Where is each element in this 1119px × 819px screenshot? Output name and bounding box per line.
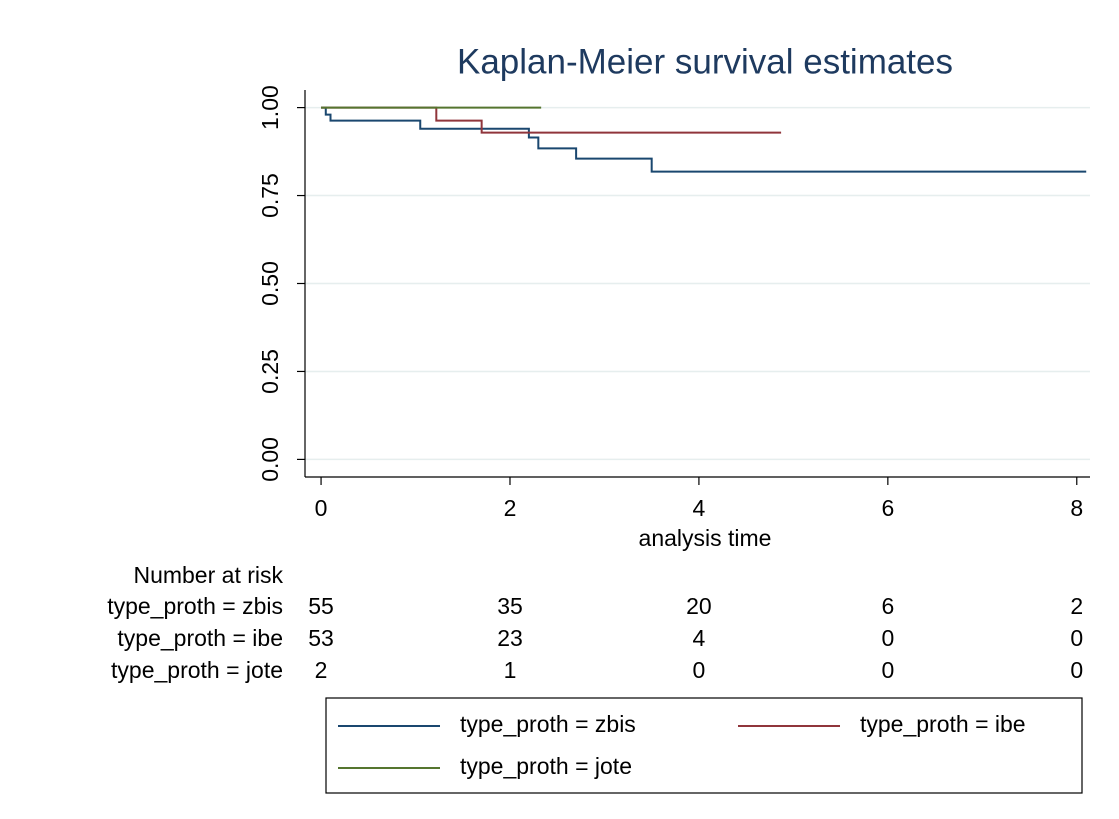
risk-count: 0 <box>1070 625 1083 651</box>
risk-table-title: Number at risk <box>133 562 283 588</box>
risk-count: 20 <box>686 593 712 619</box>
x-tick-label: 8 <box>1070 495 1083 521</box>
y-tick-label: 0.00 <box>257 437 283 482</box>
chart-title: Kaplan-Meier survival estimates <box>457 42 953 81</box>
x-tick-label: 0 <box>315 495 328 521</box>
x-axis-label: analysis time <box>639 525 772 551</box>
legend-label: type_proth = ibe <box>860 711 1026 737</box>
y-tick-label: 0.25 <box>257 349 283 394</box>
risk-count: 35 <box>497 593 523 619</box>
legend-label: type_proth = zbis <box>460 711 636 737</box>
risk-count: 55 <box>308 593 334 619</box>
risk-row-label: type_proth = zbis <box>107 593 283 619</box>
risk-count: 6 <box>881 593 894 619</box>
risk-row-label: type_proth = jote <box>111 657 283 683</box>
risk-count: 1 <box>504 657 517 683</box>
x-tick-label: 2 <box>504 495 517 521</box>
risk-count: 2 <box>315 657 328 683</box>
y-tick-label: 0.50 <box>257 261 283 306</box>
risk-count: 4 <box>693 625 706 651</box>
legend-box <box>325 697 1083 794</box>
y-tick-label: 0.75 <box>257 173 283 218</box>
risk-count: 2 <box>1070 593 1083 619</box>
risk-count: 0 <box>881 657 894 683</box>
risk-row-label: type_proth = ibe <box>117 625 283 651</box>
risk-count: 0 <box>693 657 706 683</box>
y-tick-label: 1.00 <box>257 85 283 130</box>
x-tick-label: 4 <box>693 495 706 521</box>
risk-count: 0 <box>1070 657 1083 683</box>
x-tick-label: 6 <box>881 495 894 521</box>
risk-count: 23 <box>497 625 523 651</box>
risk-count: 0 <box>881 625 894 651</box>
legend-label: type_proth = jote <box>460 753 632 779</box>
risk-count: 53 <box>308 625 334 651</box>
